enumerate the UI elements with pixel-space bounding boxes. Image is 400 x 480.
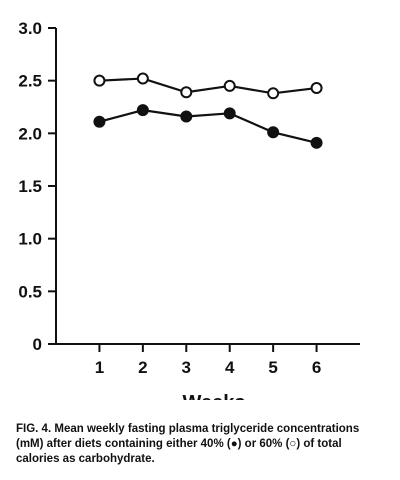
y-axis-ticks: 0 0.5 1.0 1.5 2.0 2.5 3.0: [18, 19, 56, 354]
x-tick-label: 6: [312, 358, 321, 377]
chart-series: [93, 72, 323, 149]
y-tick-label: 3.0: [18, 19, 42, 38]
x-tick-label: 2: [138, 358, 147, 377]
series-line: [99, 77, 317, 95]
y-tick-label: 1.5: [18, 177, 42, 196]
y-tick-label: 2.5: [18, 72, 42, 91]
x-axis-title: Weeks: [182, 392, 245, 400]
filled-circle-point: [223, 107, 236, 120]
filled-circle-point: [136, 104, 149, 117]
x-tick-label: 3: [182, 358, 191, 377]
x-tick-label: 5: [268, 358, 277, 377]
y-tick-label: 0.5: [18, 282, 42, 301]
caption-label: FIG. 4.: [16, 423, 52, 435]
y-tick-label: 1.0: [18, 230, 42, 249]
x-tick-label: 1: [95, 358, 104, 377]
x-axis-ticks: 1 2 3 4 5 6: [95, 344, 321, 377]
open-circle-point: [223, 79, 236, 92]
series-open-circles: [93, 72, 323, 100]
open-circle-point: [267, 87, 280, 100]
series-filled-circles: [93, 104, 323, 149]
open-circle-point: [93, 74, 106, 87]
y-tick-label: 2.0: [18, 124, 42, 143]
open-circle-point: [136, 72, 149, 85]
y-tick-label: 0: [33, 335, 42, 354]
series-line: [99, 109, 317, 144]
line-chart: 0 0.5 1.0 1.5 2.0 2.5 3.0 1 2 3 4 5 6 Weeks: [18, 19, 360, 400]
filled-circle-point: [180, 110, 193, 123]
filled-circle-point: [93, 115, 106, 128]
x-tick-label: 4: [225, 358, 235, 377]
filled-circle-point: [310, 136, 323, 149]
open-circle-point: [180, 86, 193, 99]
figure-caption: FIG. 4. Mean weekly fasting plasma trigl…: [16, 422, 388, 467]
caption-text: Mean weekly fasting plasma triglyceride …: [16, 423, 360, 465]
open-circle-point: [310, 82, 323, 95]
filled-circle-point: [267, 126, 280, 139]
